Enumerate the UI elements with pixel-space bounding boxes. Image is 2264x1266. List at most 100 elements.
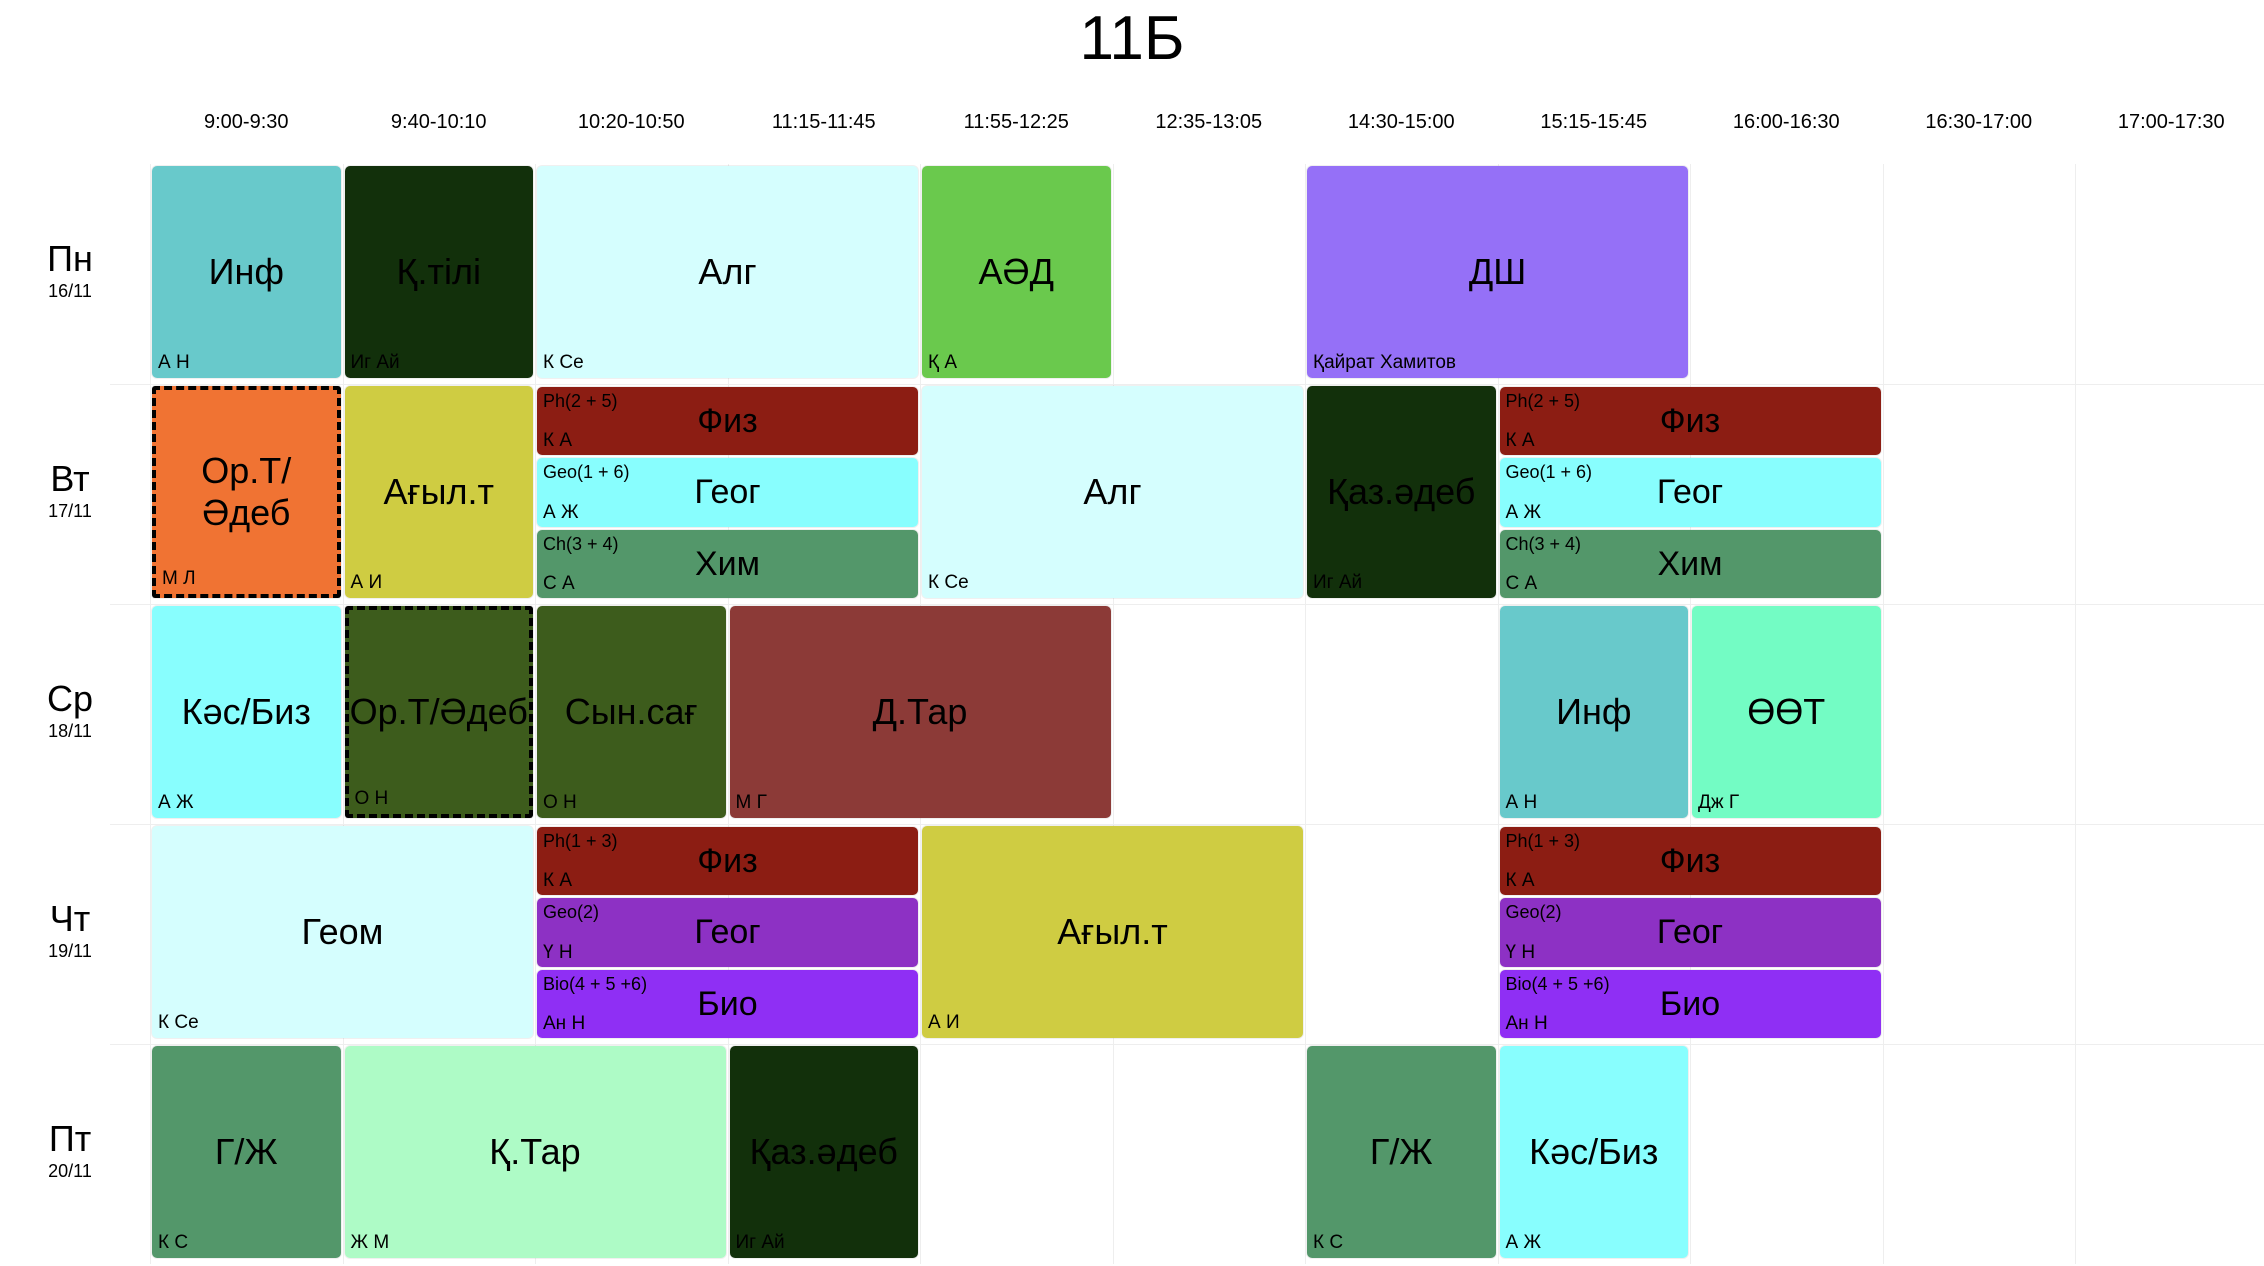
lesson-card[interactable]: Кәс/Биз А Ж [1499,1046,1688,1258]
lesson-subject: Г/Ж [1369,1131,1433,1172]
lesson-subject: Ор.Т/Әдеб [349,691,528,732]
lesson-card[interactable]: Ағыл.т А И [344,386,533,598]
lesson-card[interactable]: ӨӨТ Дж Г [1692,606,1881,818]
lesson-group-code: Ph(1 + 3) [543,831,618,851]
lesson-teacher: К Се [928,572,969,593]
lesson-subject: Био [1659,984,1721,1023]
lesson-card[interactable]: АӘД Қ А [922,166,1111,378]
lesson-subject: Д.Тар [872,691,968,732]
lesson-teacher: Иг Ай [1313,572,1363,593]
lesson-card[interactable]: Қаз.әдеб Иг Ай [1307,386,1496,598]
lesson-subject: Кәс/Биз [1529,1131,1659,1172]
lesson-teacher: К А [543,430,573,452]
lesson-card[interactable]: Г/Ж К С [1307,1046,1496,1258]
grid-line-vertical [727,164,729,1264]
lesson-subject: Физ [1659,842,1721,881]
group-lesson-card[interactable]: Хим Ch(3 + 4) С А [1499,529,1881,598]
group-lesson-card[interactable]: Био Bio(4 + 5 +6) Ан Н [1499,969,1881,1038]
time-slot-label: 16:00-16:30 [1732,111,1840,133]
group-lesson-card[interactable]: Геог Geo(2) Ү Н [537,898,918,967]
day-date: 20/11 [48,1161,92,1181]
group-lesson-card[interactable]: Физ Ph(2 + 5) К А [537,387,918,456]
lesson-teacher: Ан Н [543,1012,586,1034]
lesson-teacher: Дж Г [1698,792,1740,813]
group-lesson-card[interactable]: Физ Ph(1 + 3) К А [1499,827,1881,896]
day-name: Чт [49,898,91,939]
lesson-group-code: Geo(1 + 6) [543,462,630,483]
page-title: 11Б [1079,4,1185,73]
lesson-teacher: Ж М [350,1232,390,1253]
lesson-teacher: А Н [158,352,190,373]
lesson-card[interactable]: ДШ Қайрат Хамитов [1307,166,1688,378]
lesson-card[interactable]: Геом К Се [152,826,533,1038]
group-lesson-card[interactable]: Геог Geo(2) Ү Н [1499,898,1881,967]
group-lesson-card[interactable]: Физ Ph(2 + 5) К А [1499,387,1881,456]
time-slot-label: 16:30-17:00 [1925,111,2033,133]
lesson-subject: Физ [697,402,758,441]
lesson-card[interactable]: Қаз.әдеб Иг Ай [729,1046,918,1258]
lesson-subject: Ағыл.т [1057,911,1168,952]
lesson-card[interactable]: Г/Ж К С [152,1046,341,1258]
day-date: 17/11 [48,501,92,521]
grid-line-horizontal [110,1044,2264,1045]
grid-line-vertical [1112,164,1114,1264]
lesson-card[interactable]: Ор.Т/Әдеб О Н [344,606,533,818]
lesson-card[interactable]: Алг К Се [537,166,918,378]
group-lesson-card[interactable]: Био Bio(4 + 5 +6) Ан Н [537,969,918,1038]
lesson-subject: Физ [1659,402,1721,441]
lesson-card[interactable]: Ағыл.т А И [922,826,1303,1038]
lesson-subject: Инф [208,251,284,292]
lesson-subject: Хим [1657,544,1723,583]
lesson-teacher: А И [928,1012,960,1033]
lesson-card[interactable]: Қ.Тар Ж М [344,1046,726,1258]
grid-line-vertical [342,164,344,1264]
day-label: Ср 18/11 [0,678,140,742]
lesson-card[interactable]: Алг К Се [922,386,1303,598]
day-label: Пн 16/11 [0,238,140,302]
grid-line-vertical [1305,164,1306,1264]
lesson-card[interactable]: Инф А Н [1499,606,1688,818]
lesson-subject: Ағыл.т [383,471,494,512]
time-slot-label: 11:15-11:45 [771,111,876,133]
lesson-teacher: М Л [162,568,196,589]
lesson-subject: Геог [694,473,761,512]
group-lesson-card[interactable]: Геог Geo(1 + 6) А Ж [537,458,918,527]
lesson-subject: Алг [698,251,757,292]
grid-line-vertical [1882,164,1884,1264]
lesson-teacher: А И [350,572,383,593]
lesson-subject: Геог [1656,913,1724,952]
lesson-card[interactable]: Д.Тар М Г [729,606,1111,818]
lesson-teacher: Иг Ай [735,1232,785,1253]
lesson-teacher: Иг Ай [350,352,400,373]
lesson-teacher: К С [158,1232,189,1253]
lesson-card[interactable]: Кәс/Биз А Ж [152,606,341,818]
day-name: Вт [50,458,90,499]
lesson-card[interactable]: Қ.тілі Иг Ай [344,166,533,378]
grid-line-vertical [1690,164,1691,1264]
lesson-card[interactable]: Инф А Н [152,166,341,378]
lesson-teacher: О Н [543,792,577,813]
time-slot-label: 17:00-17:30 [2117,111,2225,133]
lesson-teacher: М Г [735,792,767,813]
group-lesson-card[interactable]: Геог Geo(1 + 6) А Ж [1499,458,1881,527]
lesson-subject: ӨӨТ [1747,691,1826,732]
lesson-group-code: Bio(4 + 5 +6) [543,973,648,994]
lesson-subject: Алг [1083,471,1142,512]
time-slot-label: 14:30-15:00 [1347,111,1455,133]
lesson-card[interactable]: Сын.сағ О Н [537,606,726,818]
group-lesson-card[interactable]: Физ Ph(1 + 3) К А [537,827,918,896]
day-label: Вт 17/11 [0,458,140,522]
lesson-group-code: Ph(2 + 5) [543,391,618,411]
lesson-card[interactable]: Ор.Т/ Әдеб М Л [152,386,341,598]
lesson-group-code: Geo(2) [1505,902,1562,923]
lesson-group-code: Ch(3 + 4) [1505,533,1582,554]
time-slot-label: 11:55-12:25 [963,111,1069,133]
lesson-teacher: А Ж [1505,501,1542,523]
lesson-subject: Физ [697,842,758,881]
grid-line-vertical [2075,164,2076,1264]
grid-line-horizontal [110,604,2264,605]
lesson-group-code: Ph(1 + 3) [1505,831,1581,851]
lesson-subject: Хим [694,544,761,583]
lesson-teacher: А Н [1505,792,1538,813]
group-lesson-card[interactable]: Хим Ch(3 + 4) С А [537,529,918,598]
